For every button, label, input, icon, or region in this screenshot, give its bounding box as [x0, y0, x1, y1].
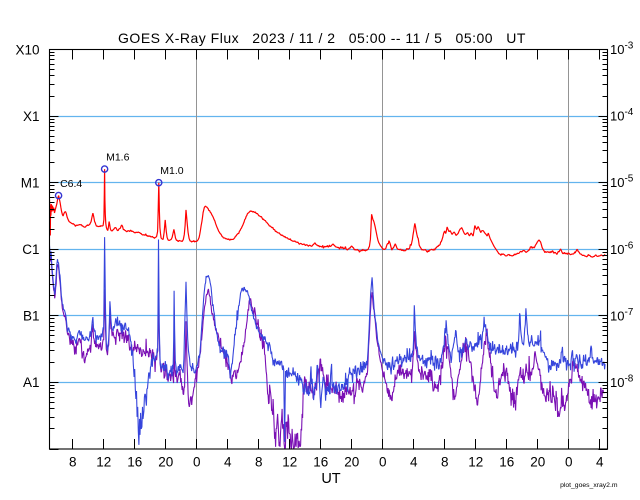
trace-long-channel-red [49, 169, 606, 258]
x-tick-labels: 8 12 16 20 0 4 8 12 16 20 0 4 8 12 16 20 0 4 [69, 455, 604, 470]
y-left-label: M1 [21, 175, 40, 190]
flare-label: M1.0 [160, 165, 184, 177]
x-axis-label: UT [321, 471, 340, 487]
y-right-label: 10-8 [610, 373, 634, 390]
x-tick-label: 4 [410, 455, 418, 470]
flare-label: C6.4 [60, 178, 82, 190]
y-left-label: B1 [23, 309, 40, 324]
x-tick-label: 20 [158, 455, 173, 470]
x-tick-label: 0 [565, 455, 573, 470]
x-tick-label: 4 [596, 455, 604, 470]
x-tick-label: 4 [224, 455, 232, 470]
flare-marker-circle [154, 178, 163, 187]
flare-markers: C6.4 M1.6 M1.0 [54, 152, 184, 200]
x-tick-label: 16 [313, 455, 328, 470]
y-right-label: 10-7 [610, 307, 634, 324]
x-tick-label: 8 [255, 455, 263, 470]
x-tick-label: 16 [127, 455, 142, 470]
axis-ticks [49, 49, 608, 450]
flare-marker-circle [100, 165, 109, 173]
y-left-label: A1 [23, 375, 40, 390]
trace-short-channel-blue [49, 237, 606, 445]
x-tick-label: 20 [344, 455, 359, 470]
flux-traces [49, 169, 606, 449]
x-tick-label: 8 [69, 455, 77, 470]
y-right-label: 10-4 [610, 107, 634, 124]
x-tick-label: 0 [379, 455, 387, 470]
x-tick-label: 12 [282, 455, 297, 470]
flare-label: M1.6 [106, 152, 130, 164]
y-left-label: X10 [15, 42, 39, 57]
x-tick-label: 12 [468, 455, 483, 470]
x-tick-label: 0 [193, 455, 201, 470]
flare-marker-circle [54, 191, 63, 200]
x-tick-label: 20 [530, 455, 545, 470]
watermark: plot_goes_xray2.m [560, 482, 618, 489]
y-right-label: 10-5 [610, 174, 634, 191]
y-axis-right-labels: 10-3 10-4 10-5 10-6 10-7 10-8 [610, 41, 634, 390]
y-right-label: 10-6 [610, 240, 634, 257]
y-right-label: 10-3 [610, 41, 634, 58]
y-axis-left-labels: X10 X1 M1 C1 B1 A1 [15, 42, 39, 390]
x-tick-label: 16 [499, 455, 514, 470]
y-left-label: X1 [23, 109, 40, 124]
chart-title: GOES X-Ray Flux 2023 / 11 / 2 05:00 -- 1… [118, 30, 526, 46]
x-tick-label: 12 [96, 455, 111, 470]
trace-short-channel-purple [49, 249, 605, 449]
x-tick-label: 8 [441, 455, 449, 470]
y-left-label: C1 [22, 242, 39, 257]
